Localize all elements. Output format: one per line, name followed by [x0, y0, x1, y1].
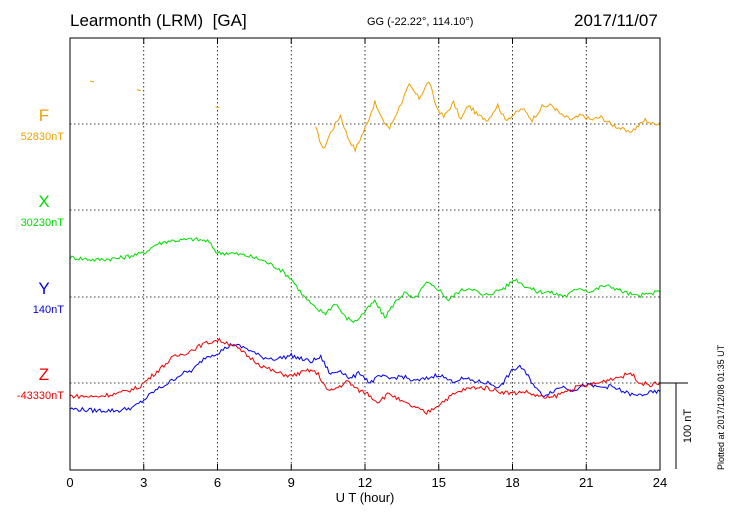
- series-name-z: Z: [39, 365, 49, 384]
- x-ticks: 0 3 6 9 12 15 18 21 24: [66, 38, 667, 490]
- series-baseline-x: 30230nT: [21, 217, 65, 229]
- date-label: 2017/11/07: [574, 11, 658, 30]
- isolated-point-f: [136, 89, 141, 92]
- x-tick-label: 18: [505, 475, 519, 490]
- series-baseline-z: -43330nT: [17, 390, 64, 402]
- scale-bar-label: 100 nT: [682, 409, 694, 444]
- series-line-z: [69, 337, 661, 415]
- plotted-timestamp: Plotted at 2017/12/08 01:35 UT: [716, 344, 726, 470]
- scale-bar: 100 nT: [660, 382, 694, 469]
- series-line-f: [315, 81, 661, 153]
- x-tick-label: 12: [358, 475, 372, 490]
- x-tick-label: 0: [66, 475, 73, 490]
- x-axis-label: U T (hour): [336, 490, 395, 505]
- series-labels: F 52830nT X 30230nT Y 140nT Z -43330nT: [17, 106, 64, 402]
- grid-lines: [70, 38, 660, 470]
- x-tick-label: 21: [579, 475, 593, 490]
- x-tick-label: 24: [653, 475, 667, 490]
- coordinates-label: GG (-22.22°, 114.10°): [367, 16, 474, 28]
- station-title: Learmonth (LRM) [GA]: [70, 11, 247, 30]
- series-name-x: X: [38, 192, 49, 211]
- x-tick-label: 3: [140, 475, 147, 490]
- series-line-x: [69, 237, 661, 323]
- isolated-point-f: [215, 106, 220, 109]
- x-tick-label: 15: [432, 475, 446, 490]
- isolated-point-f: [90, 80, 95, 83]
- x-tick-label: 9: [288, 475, 295, 490]
- x-tick-label: 6: [214, 475, 221, 490]
- series-baseline-f: 52830nT: [21, 131, 65, 143]
- series-name-f: F: [39, 106, 49, 125]
- data-traces: [69, 80, 661, 415]
- series-name-y: Y: [38, 279, 49, 298]
- series-baseline-y: 140nT: [33, 304, 64, 316]
- series-line-y: [69, 342, 661, 414]
